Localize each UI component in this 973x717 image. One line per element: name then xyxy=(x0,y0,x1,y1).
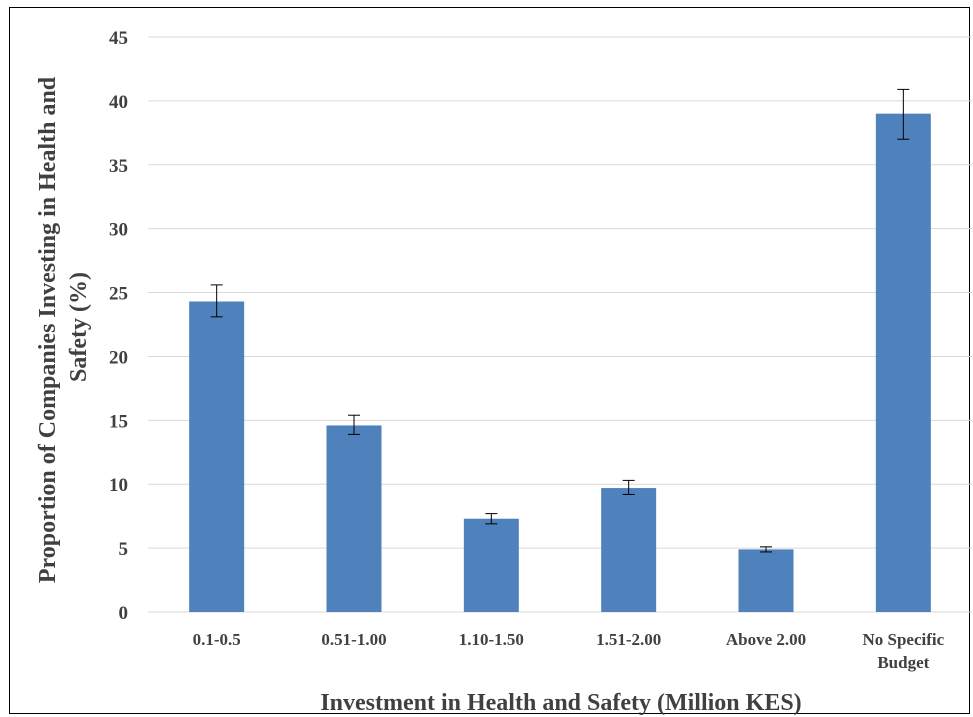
x-category-label: 0.51-1.00 xyxy=(321,630,386,649)
x-category-label: 1.51-2.00 xyxy=(596,630,661,649)
y-tick-label: 0 xyxy=(119,603,129,624)
y-tick-label: 5 xyxy=(119,539,129,560)
x-axis-title: Investment in Health and Safety (Million… xyxy=(320,690,801,716)
bar xyxy=(326,425,382,612)
bar xyxy=(463,518,519,612)
bars xyxy=(189,113,931,613)
error-bars xyxy=(210,88,910,553)
y-tick-label: 15 xyxy=(109,411,128,432)
y-axis-ticks: 0 5 10 15 20 25 30 35 40 45 xyxy=(109,28,128,624)
y-tick-label: 30 xyxy=(109,220,128,241)
x-axis-categories: 0.1-0.5 0.51-1.00 1.10-1.50 1.51-2.00 Above … xyxy=(193,630,945,672)
bar xyxy=(738,549,794,612)
y-tick-label: 25 xyxy=(109,284,128,305)
x-category-label: 0.1-0.5 xyxy=(193,630,241,649)
x-category-label: Above 2.00 xyxy=(726,630,806,649)
y-tick-label: 45 xyxy=(109,28,128,49)
x-category-label: 1.10-1.50 xyxy=(459,630,524,649)
y-tick-label: 10 xyxy=(109,475,128,496)
y-tick-label: 20 xyxy=(109,347,128,368)
x-category-label: No Specific Budget xyxy=(862,630,944,672)
bar xyxy=(875,113,931,613)
y-tick-label: 35 xyxy=(109,156,128,177)
y-tick-label: 40 xyxy=(109,92,128,113)
bar xyxy=(189,301,245,612)
bar xyxy=(601,488,657,612)
y-axis-title-line-1: Proportion of Companies Investing in Hea… xyxy=(35,76,61,583)
y-axis-title-line-2: Safety (%) xyxy=(66,272,92,382)
gridlines xyxy=(148,36,972,549)
y-axis-title: Proportion of Companies Investing in Hea… xyxy=(35,71,92,583)
